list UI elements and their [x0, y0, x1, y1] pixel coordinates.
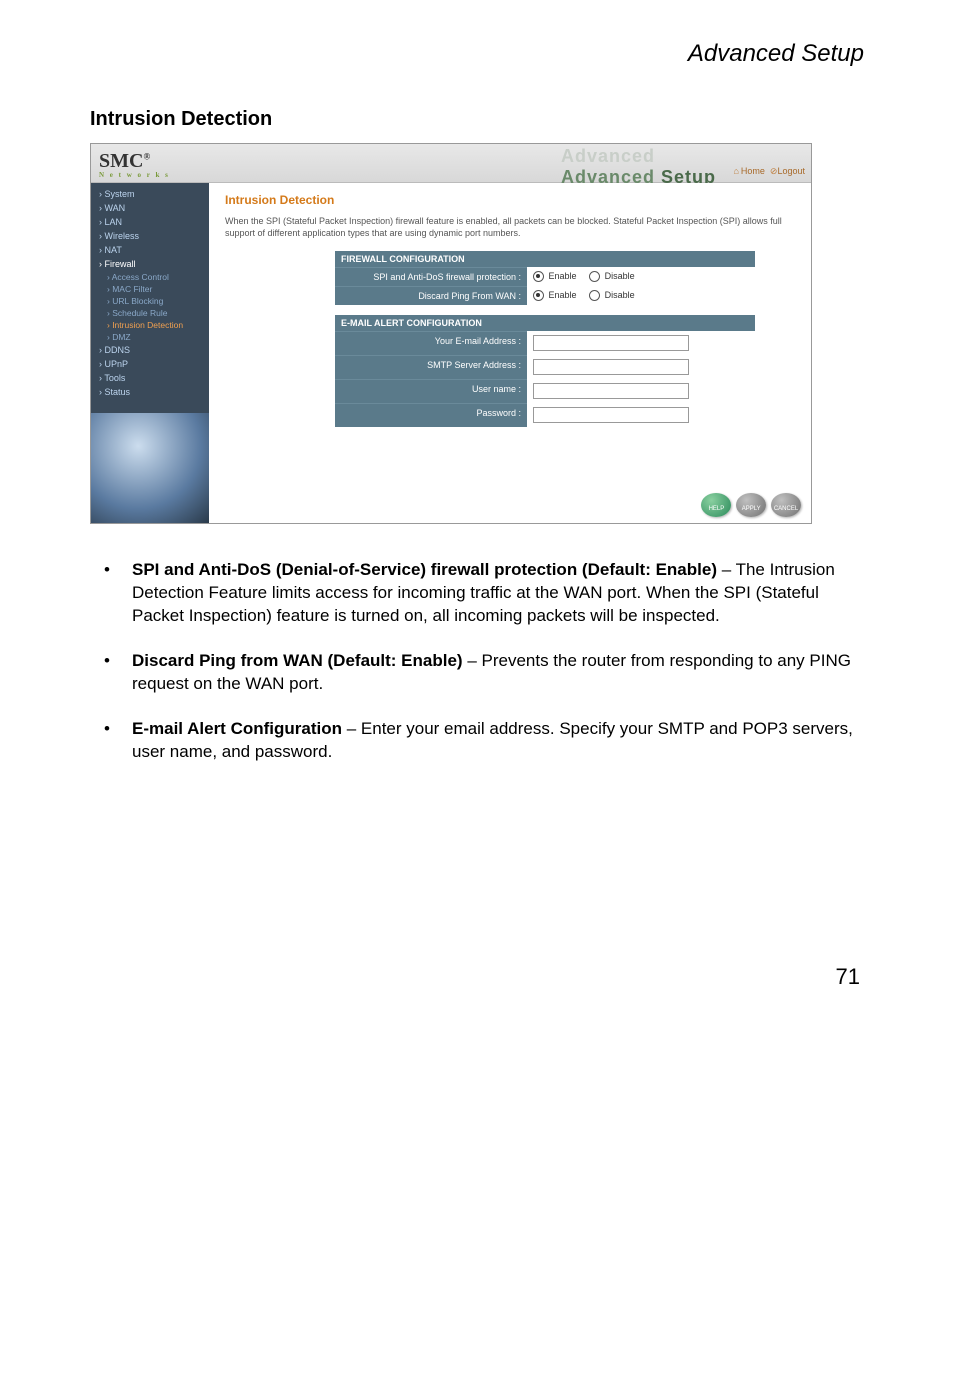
firewall-config-header: FIREWALL CONFIGURATION [335, 251, 755, 267]
logo-text: SMC [99, 150, 143, 172]
header-title-art: Advanced Advanced Setup [561, 146, 716, 188]
spi-value: Enable Disable [527, 267, 755, 286]
bullet-bold: Discard Ping from WAN (Default: Enable) [132, 651, 463, 670]
ghost-text: Advanced [561, 146, 655, 166]
screenshot-header: SMC® N e t w o r k s Advanced Advanced S… [91, 144, 811, 183]
discard-ping-label: Discard Ping From WAN : [335, 286, 527, 305]
panel-title: Intrusion Detection [225, 193, 795, 207]
nav-item[interactable]: › Firewall [91, 257, 209, 271]
nav-item[interactable]: › DDNS [91, 343, 209, 357]
page-number: 71 [90, 964, 864, 990]
nav-item[interactable]: › Status [91, 385, 209, 399]
spi-enable-radio[interactable] [533, 271, 544, 282]
smtp-input[interactable] [533, 359, 689, 375]
help-button[interactable]: HELP [701, 493, 731, 517]
nav-item[interactable]: › MAC Filter [91, 283, 209, 295]
main-panel: Intrusion Detection When the SPI (Statef… [209, 183, 811, 523]
section-title: Intrusion Detection [90, 108, 864, 131]
discard-ping-value: Enable Disable [527, 286, 755, 305]
disable-label-2: Disable [605, 290, 635, 300]
nav-item[interactable]: › URL Blocking [91, 295, 209, 307]
sidebar-decorative-image [91, 413, 209, 523]
spi-label: SPI and Anti-DoS firewall protection : [335, 267, 527, 286]
logo-subtitle: N e t w o r k s [99, 171, 170, 179]
bullet-bold: E-mail Alert Configuration [132, 719, 342, 738]
body-text: SPI and Anti-DoS (Denial-of-Service) fir… [90, 559, 864, 764]
bullet-item: E-mail Alert Configuration – Enter your … [90, 718, 864, 764]
action-buttons: HELP APPLY CANCEL [699, 493, 801, 517]
enable-label: Enable [549, 271, 577, 281]
brand-logo: SMC® N e t w o r k s [99, 150, 170, 179]
email-addr-input[interactable] [533, 335, 689, 351]
nav-item[interactable]: › DMZ [91, 331, 209, 343]
ping-disable-radio[interactable] [589, 290, 600, 301]
smtp-label: SMTP Server Address : [335, 355, 527, 379]
nav-item[interactable]: › Schedule Rule [91, 307, 209, 319]
home-icon: ⌂ [733, 166, 738, 176]
email-config-header: E-MAIL ALERT CONFIGURATION [335, 315, 755, 331]
bullet-item: SPI and Anti-DoS (Denial-of-Service) fir… [90, 559, 864, 628]
password-label: Password : [335, 403, 527, 427]
bullet-bold: SPI and Anti-DoS (Denial-of-Service) fir… [132, 560, 717, 579]
nav-item[interactable]: › UPnP [91, 357, 209, 371]
home-link[interactable]: Home [741, 166, 765, 176]
sidebar-nav: › System› WAN› LAN› Wireless› NAT› Firew… [91, 183, 209, 523]
panel-description: When the SPI (Stateful Packet Inspection… [225, 215, 795, 239]
nav-item[interactable]: › Access Control [91, 271, 209, 283]
password-input[interactable] [533, 407, 689, 423]
spi-disable-radio[interactable] [589, 271, 600, 282]
email-config-table: E-MAIL ALERT CONFIGURATION Your E-mail A… [335, 315, 755, 427]
nav-item[interactable]: › WAN [91, 201, 209, 215]
apply-button[interactable]: APPLY [736, 493, 766, 517]
email-addr-label: Your E-mail Address : [335, 331, 527, 355]
running-head: Advanced Setup [90, 40, 864, 68]
ping-enable-radio[interactable] [533, 290, 544, 301]
disable-label: Disable [605, 271, 635, 281]
nav-item[interactable]: › LAN [91, 215, 209, 229]
nav-item[interactable]: › System [91, 187, 209, 201]
username-input[interactable] [533, 383, 689, 399]
nav-item[interactable]: › NAT [91, 243, 209, 257]
logout-link[interactable]: Logout [777, 166, 805, 176]
firewall-config-table: FIREWALL CONFIGURATION SPI and Anti-DoS … [335, 251, 755, 305]
cancel-button[interactable]: CANCEL [771, 493, 801, 517]
username-label: User name : [335, 379, 527, 403]
router-screenshot: SMC® N e t w o r k s Advanced Advanced S… [90, 143, 812, 524]
logo-reg: ® [143, 151, 150, 161]
header-links: ⌂Home ⊘Logout [733, 166, 805, 177]
nav-item[interactable]: › Intrusion Detection [91, 319, 209, 331]
bullet-item: Discard Ping from WAN (Default: Enable) … [90, 650, 864, 696]
enable-label-2: Enable [549, 290, 577, 300]
nav-item[interactable]: › Wireless [91, 229, 209, 243]
nav-item[interactable]: › Tools [91, 371, 209, 385]
